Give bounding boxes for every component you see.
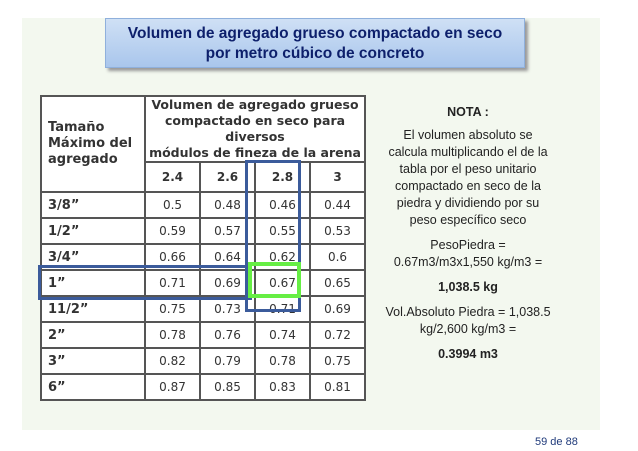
note-text: El volumen absoluto se calcula multiplica…	[368, 127, 568, 229]
table-row: 2” 0.78 0.76 0.74 0.72	[40, 321, 366, 349]
note-result: 0.3994 m3	[438, 347, 498, 361]
header-line: Volumen de agregado grueso	[151, 97, 359, 112]
row-highlight	[38, 265, 252, 300]
note-line: compactado en seco de la	[395, 179, 541, 193]
table-row: 3” 0.82 0.79 0.78 0.75	[40, 347, 366, 375]
title-box: Volumen de agregado grueso compactado en…	[105, 18, 525, 68]
value-cell: 0.53	[309, 217, 366, 245]
note-result: 1,038.5 kg	[438, 280, 498, 294]
value-cell: 0.5	[144, 191, 201, 219]
value-cell: 0.82	[144, 347, 201, 375]
value-cell: 0.75	[309, 347, 366, 375]
value-cell: 0.55	[254, 217, 311, 245]
value-cell: 0.65	[309, 269, 366, 297]
size-cell: 1”	[40, 269, 146, 297]
modulus-header: 3	[309, 161, 366, 193]
note-line: piedra y dividiendo por su	[396, 196, 540, 210]
value-cell: 0.78	[144, 321, 201, 349]
cell-highlight	[248, 262, 301, 298]
size-cell: 3”	[40, 347, 146, 375]
header-line: Máximo del	[48, 136, 133, 151]
table-row: 1/2” 0.59 0.57 0.55 0.53	[40, 217, 366, 245]
note-title: NOTA :	[447, 105, 489, 119]
table-row: 6” 0.87 0.85 0.83 0.81	[40, 373, 366, 401]
note-line: calcula multiplicando el de la	[388, 145, 548, 159]
value-cell: 0.76	[199, 321, 256, 349]
value-cell: 0.69	[309, 295, 366, 323]
value-cell: 0.44	[309, 191, 366, 219]
value-cell: 0.79	[199, 347, 256, 375]
value-cell: 0.62	[254, 243, 311, 271]
volume-header: Volumen de agregado grueso compactado en…	[144, 95, 366, 163]
table-row: 1” 0.71 0.69 0.67 0.65	[40, 269, 366, 297]
value-cell: 0.67	[254, 269, 311, 297]
page-number: 59 de 88	[535, 436, 578, 448]
modulus-header: 2.4	[144, 161, 201, 193]
value-cell: 0.71	[144, 269, 201, 297]
size-header: Tamaño Máximo del agregado	[40, 95, 146, 193]
value-cell: 0.59	[144, 217, 201, 245]
table: Tamaño Máximo del agregado Volumen de ag…	[40, 95, 366, 401]
note-calc: Vol.Absoluto Piedra = 1,038.5	[385, 305, 551, 319]
value-cell: 0.78	[254, 347, 311, 375]
value-cell: 0.85	[199, 373, 256, 401]
value-cell: 0.74	[254, 321, 311, 349]
value-cell: 0.72	[309, 321, 366, 349]
note-line: tabla por el peso unitario	[399, 162, 537, 176]
value-cell: 0.83	[254, 373, 311, 401]
note-calc: kg/2,600 kg/m3 =	[419, 322, 517, 336]
note-line: El volumen absoluto se	[403, 128, 533, 142]
header-row: Tamaño Máximo del agregado Volumen de ag…	[40, 95, 366, 193]
size-cell: 3/8”	[40, 191, 146, 219]
title-line: por metro cúbico de concreto	[205, 45, 425, 62]
title-line: Volumen de agregado grueso compactado en…	[127, 25, 503, 42]
modulus-header: 2.8	[254, 161, 311, 193]
value-cell: 0.46	[254, 191, 311, 219]
value-cell: 0.87	[144, 373, 201, 401]
table-row: 3/8” 0.5 0.48 0.46 0.44	[40, 191, 366, 219]
size-cell: 6”	[40, 373, 146, 401]
column-highlight	[245, 160, 301, 312]
header-line: módulos de fineza de la arena	[149, 145, 361, 160]
header-line: agregado	[48, 152, 118, 167]
note-calc: PesoPiedra =	[430, 238, 506, 252]
header-line: Tamaño	[48, 120, 105, 135]
note-calc: 0.67m3/m3x1,550 kg/m3 =	[393, 255, 543, 269]
size-cell: 1/2”	[40, 217, 146, 245]
size-cell: 2”	[40, 321, 146, 349]
header-line: compactado en seco para diversos	[164, 113, 346, 144]
note-line: peso específico seco	[409, 213, 527, 227]
value-cell: 0.81	[309, 373, 366, 401]
value-cell: 0.6	[309, 243, 366, 271]
note: NOTA : El volumen absoluto se calcula mul…	[368, 104, 568, 363]
